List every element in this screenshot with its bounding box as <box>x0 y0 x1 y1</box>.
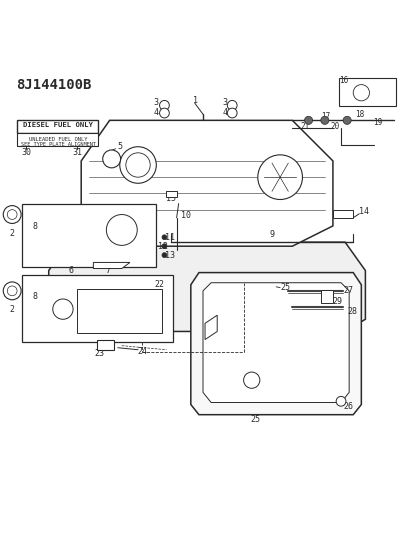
Text: 17: 17 <box>320 112 329 121</box>
Circle shape <box>335 397 345 406</box>
Bar <box>77 289 162 334</box>
Circle shape <box>53 299 73 319</box>
Text: 11: 11 <box>165 233 175 242</box>
Bar <box>17 120 98 133</box>
Circle shape <box>159 108 169 118</box>
Text: 14: 14 <box>358 207 369 216</box>
Text: 10: 10 <box>180 211 190 220</box>
Text: 4: 4 <box>222 108 227 117</box>
Circle shape <box>320 116 328 124</box>
Text: 4: 4 <box>153 108 158 117</box>
Text: 16: 16 <box>338 77 347 85</box>
Text: 18: 18 <box>354 110 364 119</box>
Text: 1: 1 <box>193 96 198 106</box>
Bar <box>97 340 113 350</box>
Text: 27: 27 <box>342 286 352 295</box>
Circle shape <box>243 372 259 389</box>
Circle shape <box>162 235 166 240</box>
Polygon shape <box>332 209 352 218</box>
Text: 6: 6 <box>68 266 73 275</box>
Bar <box>166 191 176 197</box>
Text: 26: 26 <box>342 402 352 411</box>
Text: 8: 8 <box>32 222 37 231</box>
Text: 31: 31 <box>72 148 82 157</box>
Text: 24: 24 <box>137 348 147 356</box>
Polygon shape <box>49 242 365 332</box>
Polygon shape <box>93 262 130 269</box>
Polygon shape <box>205 315 217 340</box>
Text: 30: 30 <box>21 148 31 157</box>
Bar <box>320 290 332 303</box>
Text: 25: 25 <box>250 415 260 424</box>
Circle shape <box>162 253 166 257</box>
Circle shape <box>102 150 120 168</box>
Text: 29: 29 <box>332 296 342 305</box>
Circle shape <box>227 108 237 118</box>
Text: 12: 12 <box>158 241 168 251</box>
Circle shape <box>119 147 156 183</box>
Text: 15: 15 <box>165 194 175 203</box>
Circle shape <box>227 100 237 110</box>
Circle shape <box>106 214 137 245</box>
Circle shape <box>3 282 21 300</box>
Circle shape <box>342 116 350 124</box>
Bar <box>17 133 98 146</box>
Text: 8: 8 <box>32 293 37 302</box>
Text: 13: 13 <box>165 251 175 260</box>
Bar <box>22 204 156 266</box>
Text: SEE TYPE PLATE ALIGNMENT: SEE TYPE PLATE ALIGNMENT <box>21 142 95 147</box>
Bar <box>338 78 395 106</box>
Text: 9: 9 <box>269 230 274 239</box>
Text: 21: 21 <box>300 122 309 131</box>
Text: 5: 5 <box>117 142 122 151</box>
Circle shape <box>304 116 312 124</box>
Text: 19: 19 <box>373 118 382 127</box>
Circle shape <box>3 206 21 223</box>
Text: 22: 22 <box>154 280 164 289</box>
Bar <box>22 274 172 342</box>
Text: 23: 23 <box>94 349 104 358</box>
Polygon shape <box>202 282 348 402</box>
Circle shape <box>159 100 169 110</box>
Circle shape <box>257 155 302 199</box>
Text: DIESEL FUEL ONLY: DIESEL FUEL ONLY <box>23 122 93 128</box>
Text: 2: 2 <box>10 229 15 238</box>
Text: 2: 2 <box>10 305 15 314</box>
Text: 8J144100B: 8J144100B <box>16 78 92 92</box>
Text: 3: 3 <box>222 98 227 107</box>
Text: 20: 20 <box>330 122 339 131</box>
Text: 25: 25 <box>279 283 290 292</box>
Polygon shape <box>190 272 360 415</box>
Text: 28: 28 <box>346 306 356 316</box>
Text: 7: 7 <box>105 266 110 275</box>
Circle shape <box>162 244 166 248</box>
Text: UNLEADED FUEL ONLY: UNLEADED FUEL ONLY <box>29 137 87 142</box>
Polygon shape <box>81 120 332 246</box>
Text: 3: 3 <box>153 98 158 107</box>
